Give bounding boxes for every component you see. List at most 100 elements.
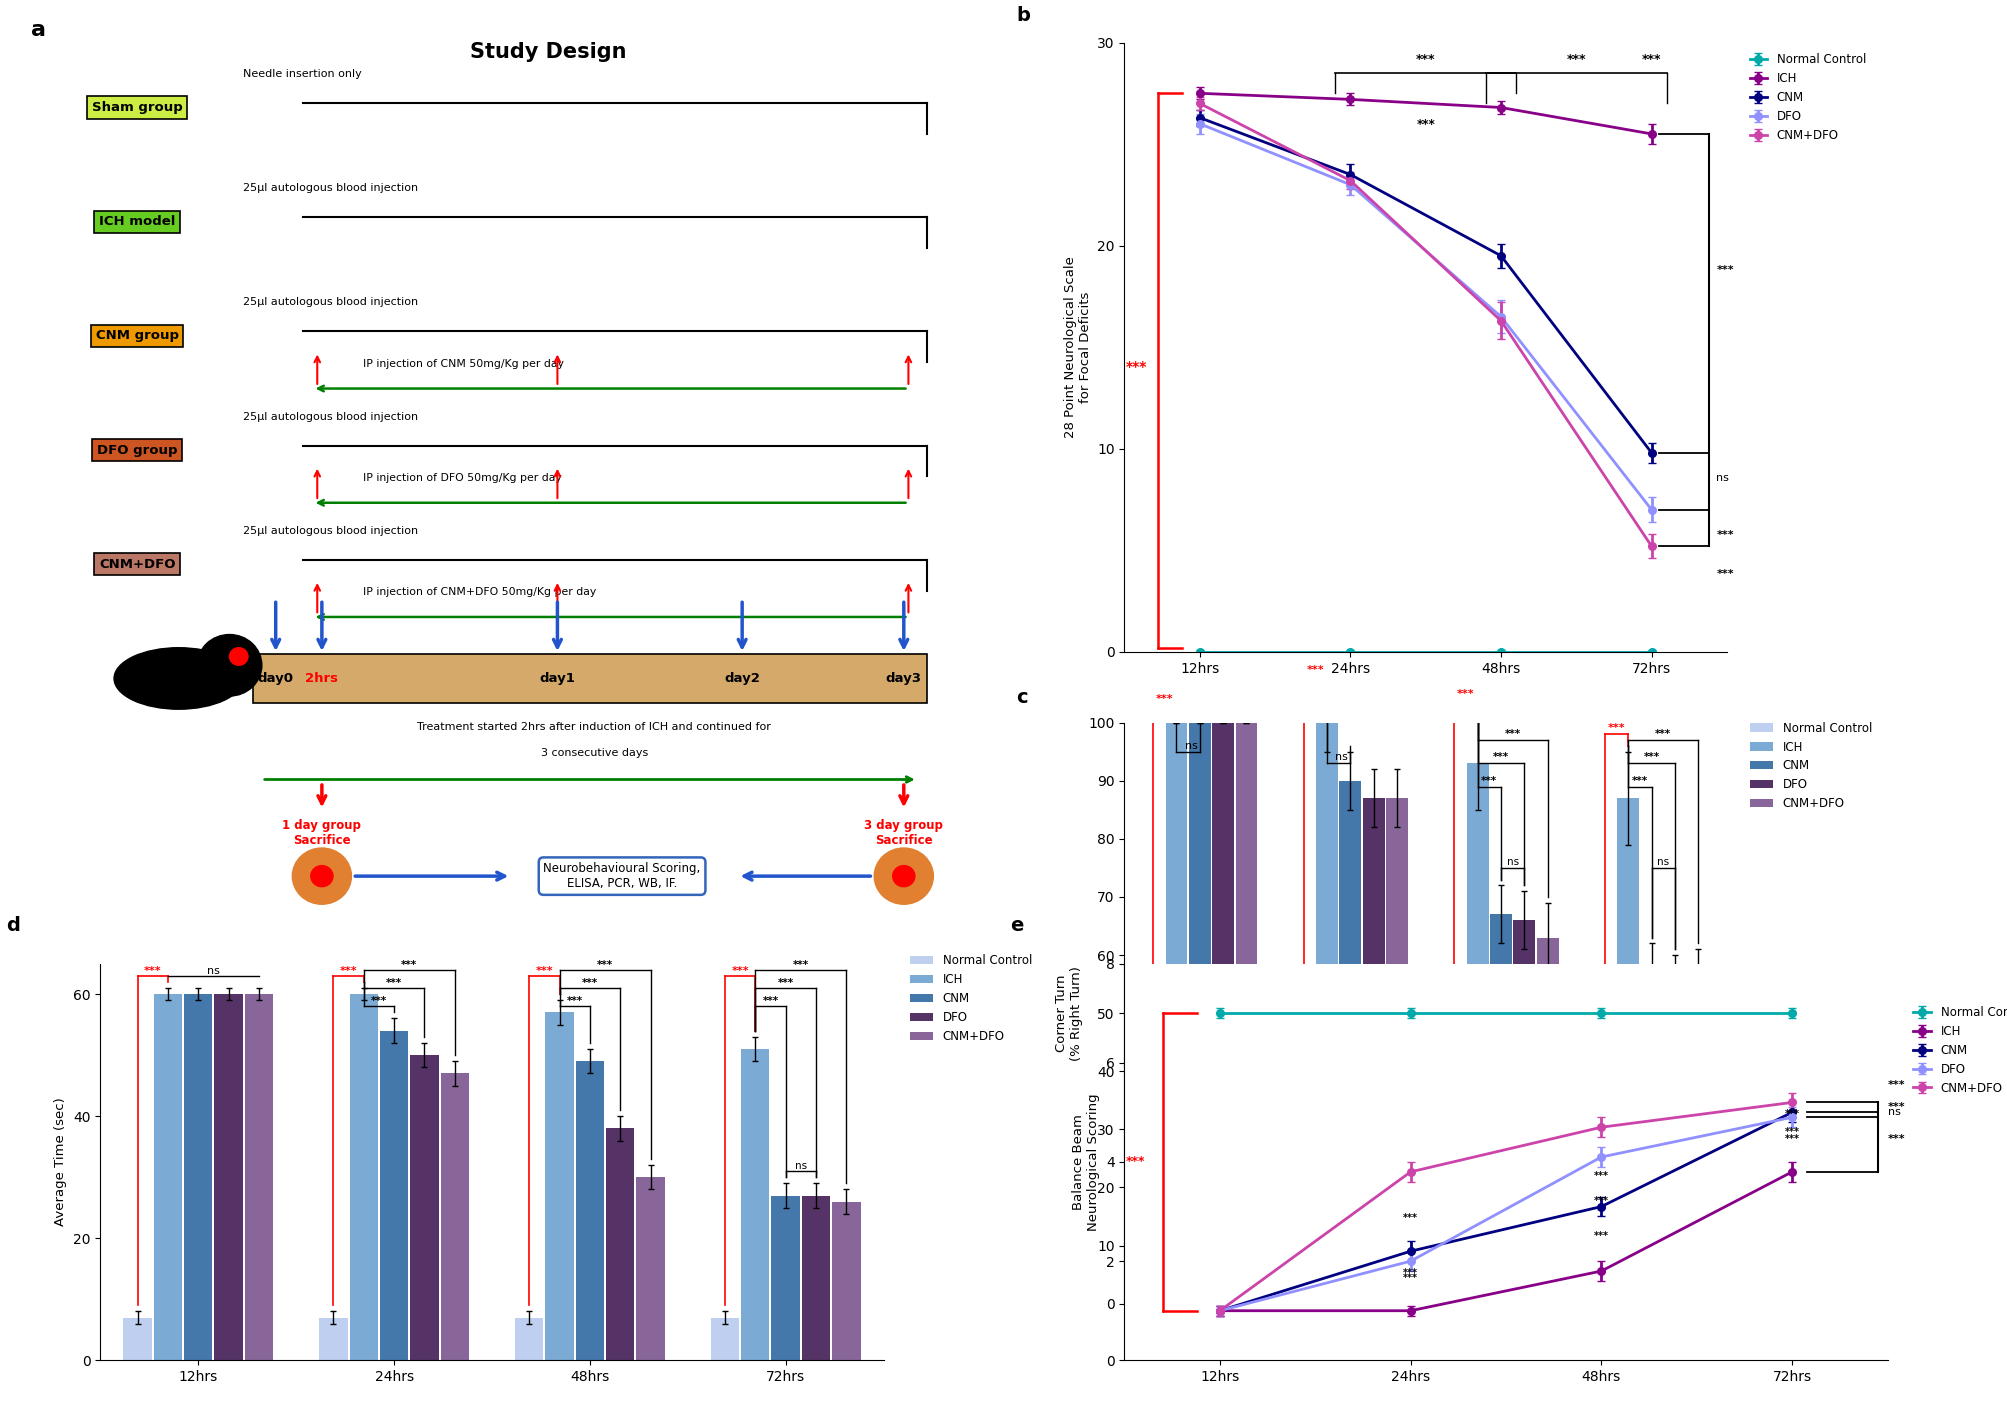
Text: ***: *** bbox=[1784, 1127, 1798, 1136]
Text: ***: *** bbox=[566, 996, 582, 1006]
Text: day2: day2 bbox=[725, 672, 761, 684]
Bar bbox=[1363, 798, 1385, 1304]
Text: CNM+DFO: CNM+DFO bbox=[98, 558, 175, 571]
Bar bbox=[1489, 914, 1511, 1304]
Bar bbox=[409, 1056, 438, 1360]
Bar bbox=[514, 1318, 544, 1360]
Text: 25µl autologous blood injection: 25µl autologous blood injection bbox=[243, 183, 417, 193]
Text: day0: day0 bbox=[257, 672, 293, 684]
Text: ***: *** bbox=[1784, 1134, 1798, 1144]
Text: ***: *** bbox=[1156, 694, 1172, 704]
Bar bbox=[801, 1196, 829, 1360]
Text: ***: *** bbox=[793, 959, 809, 969]
Bar bbox=[1465, 764, 1487, 1304]
Text: ***: *** bbox=[596, 959, 612, 969]
Bar bbox=[1212, 723, 1234, 1304]
Bar bbox=[1339, 781, 1361, 1304]
Bar bbox=[710, 1318, 739, 1360]
Text: ***: *** bbox=[1642, 752, 1660, 762]
Text: ***: *** bbox=[1481, 775, 1497, 785]
Text: ***: *** bbox=[1403, 1213, 1417, 1223]
Text: ***: *** bbox=[1457, 689, 1473, 699]
Text: 25µl autologous blood injection: 25µl autologous blood injection bbox=[243, 526, 417, 536]
Text: d: d bbox=[6, 915, 20, 935]
Text: ns: ns bbox=[1887, 1107, 1899, 1117]
Text: ***: *** bbox=[1716, 568, 1734, 578]
Bar bbox=[1293, 1013, 1315, 1304]
Text: ***: *** bbox=[371, 996, 387, 1006]
Text: ***: *** bbox=[536, 966, 552, 976]
Bar bbox=[1315, 723, 1337, 1304]
Y-axis label: 28 Point Neurological Scale
for Focal Deficits: 28 Point Neurological Scale for Focal De… bbox=[1064, 256, 1092, 438]
Text: ns: ns bbox=[1656, 857, 1668, 867]
Bar bbox=[155, 995, 183, 1360]
Text: ***: *** bbox=[1716, 530, 1734, 540]
Bar bbox=[1385, 798, 1407, 1304]
Text: CNM group: CNM group bbox=[96, 329, 179, 343]
Bar bbox=[1188, 723, 1210, 1304]
Text: ns: ns bbox=[795, 1162, 807, 1172]
Bar bbox=[215, 995, 243, 1360]
Text: Treatment started 2hrs after induction of ICH and continued for: Treatment started 2hrs after induction o… bbox=[417, 721, 771, 731]
Text: ***: *** bbox=[1784, 1110, 1798, 1119]
Text: ***: *** bbox=[1887, 1102, 1905, 1112]
Bar bbox=[245, 995, 273, 1360]
Legend: Normal Control, ICH, CNM, DFO, CNM+DFO: Normal Control, ICH, CNM, DFO, CNM+DFO bbox=[1744, 48, 1871, 146]
Circle shape bbox=[311, 866, 333, 887]
Text: DFO group: DFO group bbox=[96, 444, 177, 456]
Text: ***: *** bbox=[763, 996, 779, 1006]
Text: ns: ns bbox=[207, 966, 221, 976]
Text: b: b bbox=[1016, 6, 1030, 26]
Text: ***: *** bbox=[401, 959, 417, 969]
Text: 25µl autologous blood injection: 25µl autologous blood injection bbox=[243, 412, 417, 422]
Bar bbox=[1443, 1013, 1465, 1304]
Circle shape bbox=[197, 635, 261, 696]
Bar bbox=[546, 1012, 574, 1360]
Text: c: c bbox=[1016, 687, 1028, 707]
Text: ns: ns bbox=[1716, 473, 1728, 483]
Bar bbox=[1234, 723, 1256, 1304]
Circle shape bbox=[893, 866, 915, 887]
Bar bbox=[1142, 1013, 1164, 1304]
Bar bbox=[440, 1074, 470, 1360]
Text: IP injection of DFO 50mg/Kg per day: IP injection of DFO 50mg/Kg per day bbox=[363, 473, 562, 483]
Bar bbox=[185, 995, 213, 1360]
Text: ***: *** bbox=[582, 978, 598, 988]
Text: ***: *** bbox=[1403, 1268, 1417, 1278]
Text: ***: *** bbox=[1654, 730, 1670, 740]
Text: ***: *** bbox=[1403, 1272, 1417, 1282]
Text: a: a bbox=[30, 20, 46, 40]
Text: ***: *** bbox=[1126, 1155, 1146, 1169]
Circle shape bbox=[873, 847, 933, 904]
Ellipse shape bbox=[114, 648, 243, 708]
Text: ***: *** bbox=[1642, 52, 1660, 65]
Text: ***: *** bbox=[1491, 752, 1509, 762]
Text: Study Design: Study Design bbox=[470, 41, 626, 61]
Text: 3 consecutive days: 3 consecutive days bbox=[540, 748, 648, 758]
Text: ***: *** bbox=[1887, 1134, 1905, 1144]
Legend: Normal Control, ICH, CNM, DFO, CNM+DFO: Normal Control, ICH, CNM, DFO, CNM+DFO bbox=[1744, 717, 1877, 815]
Y-axis label: Corner Turn
(% Right Turn): Corner Turn (% Right Turn) bbox=[1054, 966, 1082, 1060]
Text: ***: *** bbox=[1503, 730, 1519, 740]
Bar bbox=[771, 1196, 799, 1360]
Y-axis label: Balance Beam
Neurological Scoring: Balance Beam Neurological Scoring bbox=[1072, 1093, 1100, 1231]
Circle shape bbox=[229, 648, 249, 665]
Text: Needle insertion only: Needle insertion only bbox=[243, 69, 361, 79]
Text: 1 day group
Sacrifice: 1 day group Sacrifice bbox=[283, 819, 361, 847]
Text: e: e bbox=[1010, 915, 1024, 935]
Text: ***: *** bbox=[731, 966, 749, 976]
Text: ***: *** bbox=[385, 978, 401, 988]
Bar bbox=[1640, 972, 1662, 1304]
Bar bbox=[122, 1318, 153, 1360]
Y-axis label: Average Time (sec): Average Time (sec) bbox=[54, 1098, 68, 1226]
Bar bbox=[1513, 920, 1535, 1304]
Text: ***: *** bbox=[1594, 1231, 1608, 1241]
Text: IP injection of CNM 50mg/Kg per day: IP injection of CNM 50mg/Kg per day bbox=[363, 359, 564, 368]
Bar bbox=[1535, 938, 1557, 1304]
Legend: Normal Control, ICH, CNM, DFO, CNM+DFO: Normal Control, ICH, CNM, DFO, CNM+DFO bbox=[905, 949, 1036, 1047]
Text: IP injection of CNM+DFO 50mg/Kg per day: IP injection of CNM+DFO 50mg/Kg per day bbox=[363, 588, 596, 598]
Text: ***: *** bbox=[1594, 1172, 1608, 1182]
Bar bbox=[741, 1049, 769, 1360]
Bar bbox=[319, 1318, 347, 1360]
Text: ns: ns bbox=[1505, 857, 1517, 867]
